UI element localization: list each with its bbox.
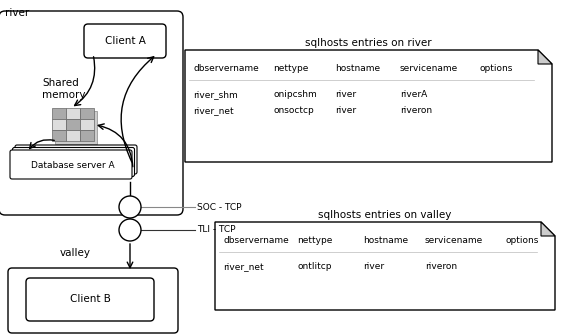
Polygon shape [541,222,555,236]
Bar [80,108,94,119]
Polygon shape [215,222,555,310]
Bar [66,119,80,130]
Text: sqlhosts entries on valley: sqlhosts entries on valley [318,210,452,220]
FancyBboxPatch shape [10,150,132,179]
Text: onipcshm: onipcshm [273,90,317,99]
Text: Client A: Client A [105,36,146,46]
Text: TLI - TCP: TLI - TCP [197,225,235,234]
Bar [55,111,97,144]
FancyBboxPatch shape [12,148,134,176]
FancyBboxPatch shape [15,145,137,174]
Text: dbservername: dbservername [193,64,259,73]
Polygon shape [185,50,552,162]
Text: ontlitcp: ontlitcp [297,262,332,271]
Text: river: river [363,262,384,271]
Text: river_net: river_net [223,262,264,271]
Bar [80,130,94,141]
Polygon shape [538,50,552,64]
Bar [52,108,66,119]
Text: Client B: Client B [70,295,111,305]
Text: river: river [5,8,29,18]
Bar [52,130,66,141]
Text: valley: valley [60,248,91,258]
Bar [80,119,94,130]
Text: SOC - TCP: SOC - TCP [197,202,242,211]
Text: onsoctcp: onsoctcp [273,106,314,115]
Text: options: options [480,64,513,73]
Text: riveron: riveron [425,262,457,271]
Text: options: options [505,236,538,245]
Text: nettype: nettype [273,64,309,73]
Text: servicename: servicename [425,236,483,245]
Text: river_net: river_net [193,106,234,115]
Text: servicename: servicename [400,64,458,73]
Bar [66,108,80,119]
Circle shape [119,219,141,241]
Text: river: river [335,90,356,99]
Text: dbservername: dbservername [223,236,289,245]
Text: sqlhosts entries on river: sqlhosts entries on river [305,38,432,48]
FancyBboxPatch shape [84,24,166,58]
Text: hostname: hostname [363,236,408,245]
Text: riveron: riveron [400,106,432,115]
Text: hostname: hostname [335,64,380,73]
FancyBboxPatch shape [8,268,178,333]
FancyBboxPatch shape [0,11,183,215]
Text: Database server A: Database server A [31,161,115,170]
Bar [66,130,80,141]
Circle shape [119,196,141,218]
Text: river: river [335,106,356,115]
Text: Shared
memory: Shared memory [42,78,85,100]
Text: riverA: riverA [400,90,427,99]
Text: river_shm: river_shm [193,90,238,99]
FancyBboxPatch shape [26,278,154,321]
Bar [52,119,66,130]
Text: nettype: nettype [297,236,332,245]
